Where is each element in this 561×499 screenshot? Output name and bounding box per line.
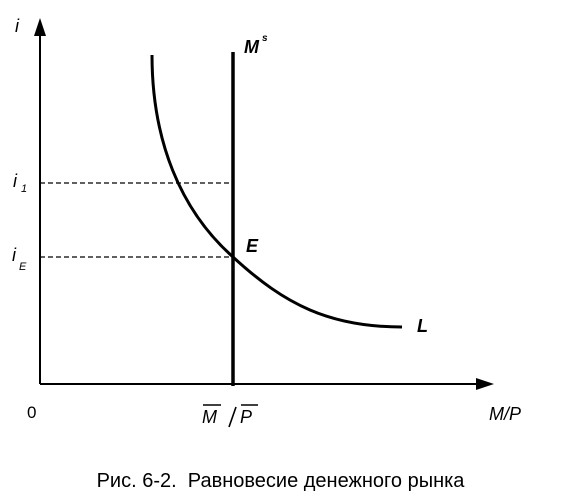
- supply-x-label-num: M: [202, 407, 217, 427]
- iE-label-sub: E: [19, 261, 27, 273]
- x-axis-label: M/P: [489, 404, 521, 424]
- money-supply-label: M: [244, 37, 260, 57]
- i1-label: i: [13, 171, 18, 191]
- money-market-diagram: i M/P 0 i 1 i E M s L E M P: [12, 16, 521, 428]
- money-demand-curve: [150, 54, 403, 329]
- iE-label: i: [12, 245, 17, 265]
- y-axis-label: i: [15, 16, 20, 36]
- y-axis-arrow-icon: [34, 18, 46, 36]
- i1-label-sub: 1: [21, 183, 27, 195]
- supply-x-label-den: P: [240, 407, 252, 427]
- origin-label: 0: [27, 403, 36, 422]
- money-demand-label: L: [417, 316, 428, 336]
- figure-caption: Рис. 6-2. Равновесие денежного рынка: [96, 470, 465, 492]
- supply-x-label-slash: [228, 406, 237, 428]
- money-supply-label-sup: s: [262, 33, 268, 44]
- x-axis-arrow-icon: [476, 378, 494, 390]
- equilibrium-label: E: [246, 236, 259, 256]
